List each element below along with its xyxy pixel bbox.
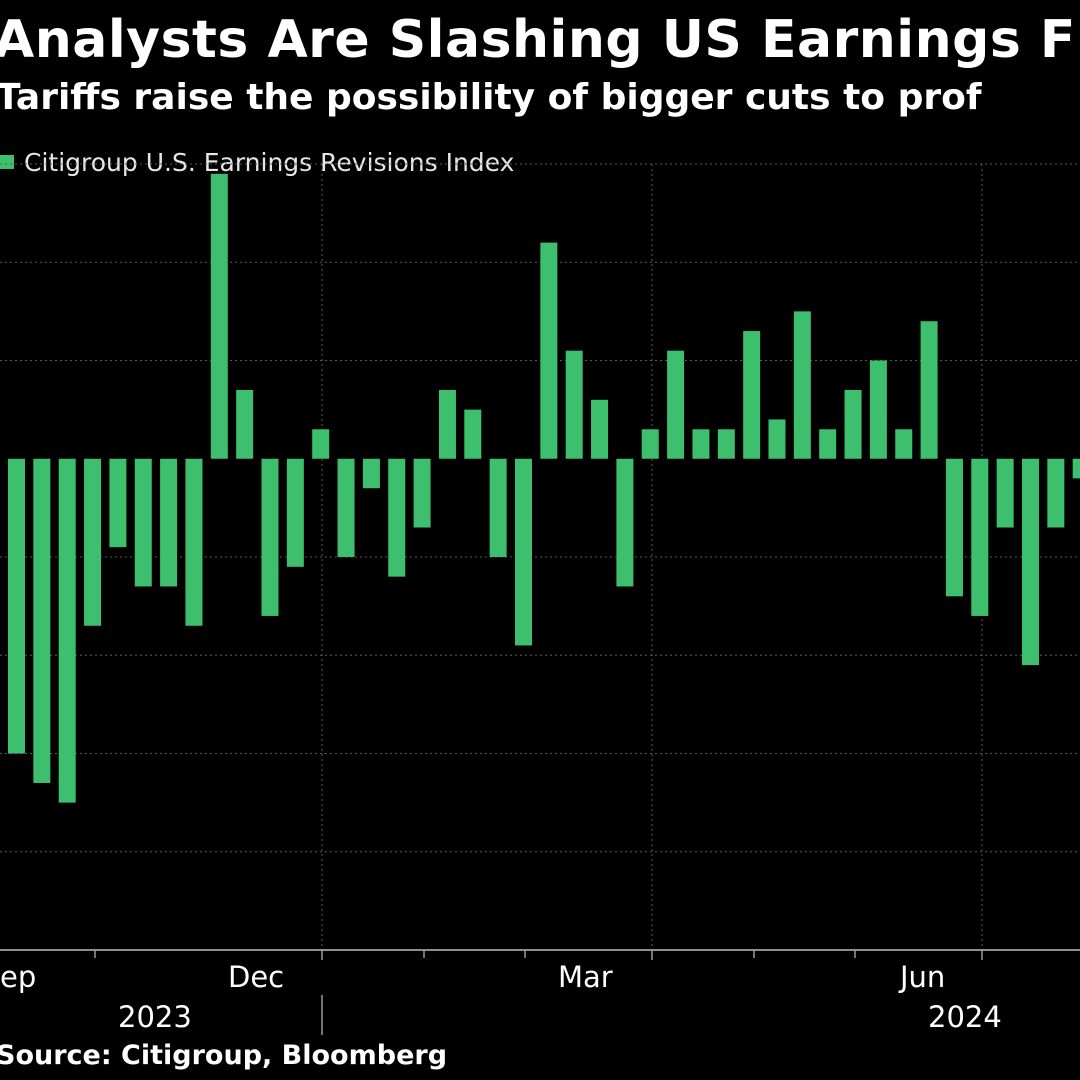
bar <box>793 311 811 459</box>
bar <box>464 409 482 459</box>
bar <box>312 429 330 459</box>
bar <box>1022 458 1039 666</box>
bar <box>641 429 659 459</box>
bar <box>869 360 887 459</box>
bar <box>58 458 76 803</box>
bar <box>768 419 786 459</box>
bar <box>438 389 456 459</box>
bar <box>286 458 304 567</box>
bar <box>185 458 203 626</box>
bar <box>844 389 862 459</box>
bar <box>109 458 127 548</box>
legend-swatch <box>0 155 14 169</box>
bar <box>8 458 25 754</box>
bar <box>1072 458 1080 479</box>
x-axis: ep Dec Mar Jun 2023 2024 <box>0 949 1080 1035</box>
bar <box>895 429 913 459</box>
bar <box>591 399 609 459</box>
bar <box>362 458 380 489</box>
chart-title: Analysts Are Slashing US Earnings F <box>0 10 1076 70</box>
bar <box>413 458 431 528</box>
bar <box>1047 458 1065 528</box>
bar <box>971 458 989 616</box>
bar <box>160 458 178 587</box>
legend-label: Citigroup U.S. Earnings Revisions Index <box>24 147 515 177</box>
bar <box>945 458 963 597</box>
bar <box>337 458 355 557</box>
bar <box>996 458 1014 528</box>
bar <box>489 458 507 557</box>
bar <box>388 458 406 577</box>
bar <box>692 429 710 459</box>
bars <box>8 173 1080 803</box>
x-tick-label-jun: Jun <box>898 960 945 994</box>
bar <box>134 458 152 587</box>
x-tick-label-dec: Dec <box>228 960 284 994</box>
bar <box>515 458 532 646</box>
grid <box>0 163 1080 950</box>
bar <box>667 350 685 459</box>
bar <box>616 458 634 587</box>
x-tick-label-sep: ep <box>0 960 36 994</box>
bar <box>565 350 583 459</box>
bar <box>920 321 938 459</box>
bar <box>819 429 837 459</box>
source-note: Source: Citigroup, Bloomberg <box>0 1040 448 1071</box>
bar <box>743 331 761 459</box>
bar <box>540 242 558 459</box>
bar <box>210 173 228 459</box>
bar <box>236 389 254 459</box>
bar <box>33 458 51 783</box>
x-tick-label-mar: Mar <box>558 960 613 994</box>
bar <box>261 458 279 616</box>
legend: Citigroup U.S. Earnings Revisions Index <box>0 146 514 178</box>
bar <box>717 429 735 459</box>
year-label-2023: 2023 <box>118 1000 192 1034</box>
bar <box>84 458 102 626</box>
chart-subtitle: Tariffs raise the possibility of bigger … <box>0 77 982 118</box>
year-label-2024: 2024 <box>928 1000 1002 1034</box>
